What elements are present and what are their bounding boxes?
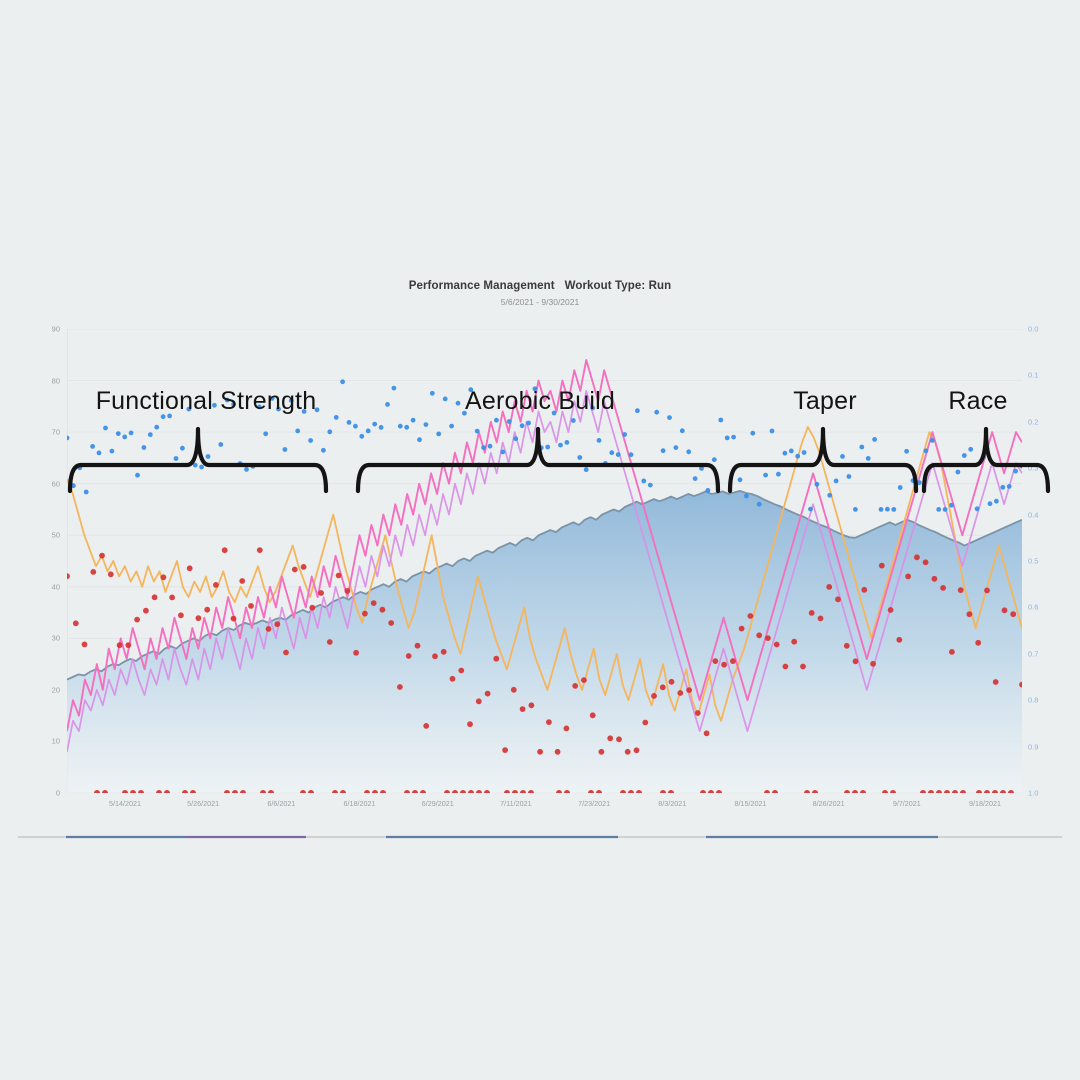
y-tick-left: 0 — [55, 788, 60, 798]
bottom-strip-svg — [18, 835, 1062, 839]
y-tick-right: 0.9 — [1028, 742, 1039, 752]
phase-label-race: Race — [948, 387, 1008, 415]
y-tick-left: 20 — [51, 685, 60, 695]
y-tick-left: 40 — [51, 582, 60, 592]
x-tick: 7/23/2021 — [578, 799, 611, 808]
y-tick-left: 80 — [51, 376, 60, 386]
y-tick-right: 0.8 — [1028, 695, 1039, 705]
x-tick: 6/18/2021 — [343, 799, 376, 808]
y-tick-left: 30 — [51, 633, 60, 643]
y-tick-right: 0.2 — [1028, 417, 1039, 427]
y-tick-right: 0.7 — [1028, 649, 1039, 659]
phase-label-taper: Taper — [793, 387, 857, 415]
x-tick: 5/26/2021 — [187, 799, 220, 808]
y-tick-right: 0.1 — [1028, 370, 1039, 380]
y-tick-left: 70 — [51, 427, 60, 437]
y-tick-left: 10 — [51, 736, 60, 746]
y-tick-right: 0.4 — [1028, 510, 1039, 520]
y-tick-left: 90 — [51, 324, 60, 334]
series-fatigue-line — [67, 426, 1022, 722]
y-tick-left: 60 — [51, 479, 60, 489]
date-range-subtitle: 5/6/2021 - 9/30/2021 — [500, 297, 580, 307]
x-tick: 9/18/2021 — [969, 799, 1001, 808]
y-tick-right: 0.5 — [1028, 556, 1039, 566]
phase-label-functional-strength: Functional Strength — [95, 387, 317, 415]
scatter-intensity-factor — [67, 547, 1022, 755]
y-tick-right: 0.0 — [1028, 324, 1039, 334]
page-title: Performance Management Workout Type: Run — [408, 280, 672, 292]
series-fitness-area — [67, 489, 1022, 793]
y-tick-right: 0.6 — [1028, 602, 1039, 612]
x-tick: 8/26/2021 — [812, 799, 845, 808]
series-form-line — [67, 358, 1022, 732]
panel-inner: Performance Management Workout Type: Run… — [18, 272, 1062, 828]
y-tick-right: 0.3 — [1028, 463, 1039, 473]
performance-management-panel: Performance Management Workout Type: Run… — [18, 272, 1062, 828]
x-tick: 5/14/2021 — [109, 799, 141, 808]
baseline-workout-dots — [94, 790, 1014, 793]
x-tick: 8/3/2021 — [658, 799, 687, 808]
x-tick: 6/6/2021 — [267, 799, 296, 808]
x-tick: 6/29/2021 — [421, 799, 454, 808]
phase-label-aerobic-build: Aerobic Build — [465, 387, 615, 415]
x-tick: 9/7/2021 — [892, 799, 921, 808]
y-tick-right: 1.0 — [1028, 788, 1039, 798]
x-tick: 8/15/2021 — [734, 799, 767, 808]
y-tick-left: 50 — [51, 530, 60, 540]
bottom-timeline-strip[interactable] — [18, 826, 1062, 839]
x-tick: 7/11/2021 — [500, 799, 532, 808]
